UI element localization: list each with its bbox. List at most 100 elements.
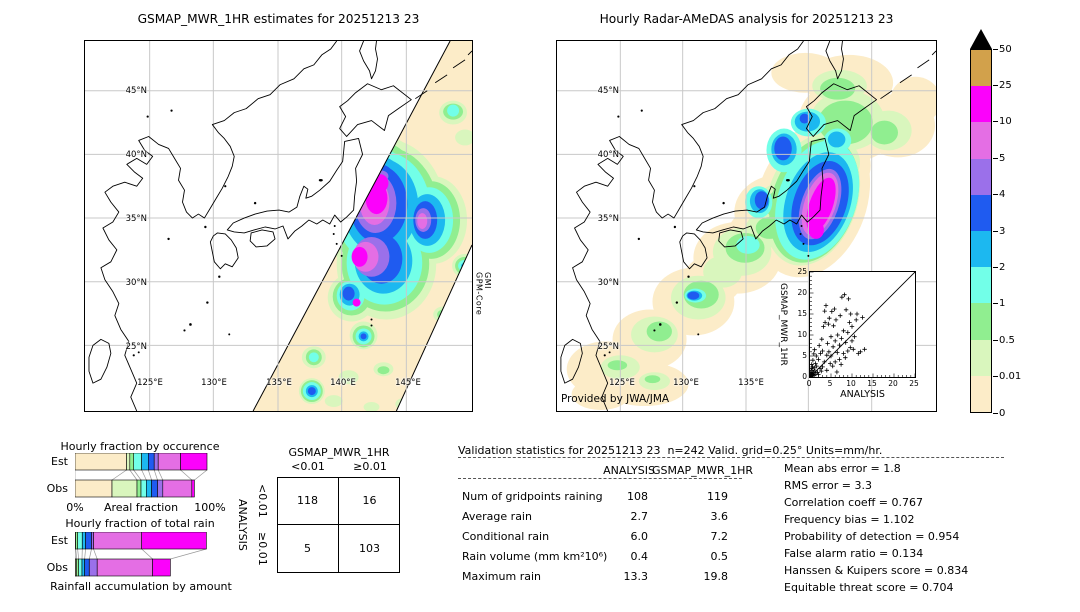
inset-x-tick: 15 — [867, 379, 877, 388]
bar-segment — [77, 532, 83, 550]
colorbar-tick — [993, 157, 998, 159]
validation-gsmap-value: 19.8 — [703, 570, 729, 583]
validation-gsmap-value: 7.2 — [710, 530, 729, 543]
bar-connector — [153, 469, 158, 481]
validation-rule-1 — [458, 457, 1004, 458]
inset-x-axis-label: ANALYSIS — [840, 389, 885, 400]
colorbar — [970, 49, 992, 413]
colorbar-tick-label: 2 — [999, 261, 1006, 273]
totalrain-footer: Rainfall accumulation by amount — [50, 580, 232, 593]
latitude-label: 45°N — [597, 86, 619, 96]
bar-segment — [91, 532, 94, 550]
gsmap-map-svg — [85, 41, 472, 411]
bar-segment — [148, 453, 155, 471]
scalar-stat-line: Probability of detection = 0.954 — [784, 530, 960, 543]
bar-connector — [141, 548, 153, 560]
occurrence-obs-label: Obs — [46, 482, 68, 495]
bar-segment — [157, 479, 164, 498]
latitude-label: 35°N — [597, 214, 619, 224]
bar-connector — [194, 469, 208, 481]
latitude-label: 45°N — [125, 86, 147, 96]
colorbar-tick-label: 10 — [999, 116, 1012, 128]
inset-y-tick: 20 — [797, 288, 807, 297]
colorbar-segment — [971, 267, 991, 304]
colorbar-tick — [993, 376, 998, 378]
validation-row-label: Rain volume (mm km²10⁶) — [462, 550, 608, 563]
contingency-cell-10: 5 — [304, 542, 311, 555]
contingency-col-lt: <0.01 — [291, 460, 325, 473]
validation-row-label: Maximum rain — [462, 570, 541, 583]
colorbar-segment — [971, 50, 991, 87]
latitude-label: 25°N — [597, 342, 619, 352]
colorbar-segment — [971, 375, 991, 413]
validation-gsmap-value: 3.6 — [710, 510, 729, 523]
colorbar-overflow-triangle — [970, 29, 992, 49]
one-to-one-line — [810, 272, 915, 377]
bar-segment — [153, 453, 159, 471]
bar-connector — [77, 548, 80, 560]
bar-connector — [147, 469, 152, 481]
bar-segment — [85, 532, 92, 550]
bar-segment — [152, 558, 171, 577]
bar-segment — [75, 453, 127, 471]
contingency-row-ge: ≥0.01 — [256, 532, 269, 566]
colorbar-tick — [993, 339, 998, 341]
validation-rule-2 — [458, 478, 742, 479]
contingency-row-axis: ANALYSIS — [236, 499, 249, 551]
validation-analysis-value: 6.0 — [630, 530, 649, 543]
scalar-stat-line: False alarm ratio = 0.134 — [784, 547, 924, 560]
longitude-label: 145°E — [395, 378, 421, 388]
longitude-label: 135°E — [738, 378, 764, 388]
bar-segment — [81, 558, 85, 577]
bar-segment — [89, 558, 98, 577]
scatter-points — [810, 292, 867, 377]
bar-connector — [88, 548, 92, 560]
latitude-label: 40°N — [597, 150, 619, 160]
colorbar-segment — [971, 86, 991, 123]
bar-segment — [180, 453, 208, 471]
occurrence-x0: 0% — [66, 501, 84, 514]
validation-row-label: Average rain — [462, 510, 532, 523]
bar-segment — [136, 479, 142, 498]
scatter-inset-box — [809, 271, 916, 378]
longitude-label: 125°E — [137, 378, 163, 388]
validation-title: Validation statistics for 20251213 23 n=… — [458, 444, 883, 457]
bar-segment — [157, 453, 181, 471]
occurrence-est-label: Est — [51, 455, 68, 468]
validation-analysis-value: 13.3 — [623, 570, 649, 583]
validation-gsmap-value: 119 — [707, 490, 728, 503]
swath-boundary-lines — [252, 41, 472, 411]
colorbar-tick — [993, 194, 998, 196]
colorbar-tick — [993, 303, 998, 305]
colorbar-tick — [993, 266, 998, 268]
inset-y-tick: 0 — [802, 372, 807, 381]
inset-y-axis-label: GSMAP_MWR_1HR — [778, 283, 788, 366]
colorbar-tick-label: 4 — [999, 189, 1006, 201]
latitude-label: 30°N — [597, 278, 619, 288]
bar-segment — [162, 479, 193, 498]
totalrain-obs-label: Obs — [46, 561, 68, 574]
colorbar-segment — [971, 339, 991, 376]
bar-segment — [141, 532, 207, 550]
bar-connector — [129, 469, 138, 481]
colorbar-tick-label: 1 — [999, 298, 1006, 310]
swath-sensor-label: GPM-Core GMI — [474, 272, 493, 316]
bar-segment — [76, 558, 80, 577]
colorbar-tick-label: 5 — [999, 152, 1006, 164]
validation-col-gsmap: GSMAP_MWR_1HR — [652, 464, 754, 477]
bar-connector — [111, 469, 127, 481]
colorbar-tick-label: 50 — [999, 43, 1012, 55]
contingency-cell-11: 103 — [359, 542, 380, 555]
bar-connector — [180, 469, 193, 481]
contingency-col-ge: ≥0.01 — [353, 460, 387, 473]
bar-segment — [82, 532, 86, 550]
bar-connector — [170, 548, 207, 560]
bar-segment — [96, 558, 153, 577]
gsmap-estimate-map: 45°N 40°N 35°N 30°N 25°N 125°E 130°E 135°E 140°E… — [84, 40, 473, 412]
latitude-label: 25°N — [125, 342, 147, 352]
occurrence-chart-title: Hourly fraction by occurence — [60, 440, 220, 453]
scalar-stat-line: Mean abs error = 1.8 — [784, 462, 901, 475]
colorbar-segment — [971, 194, 991, 232]
totalrain-bars — [75, 532, 207, 577]
colorbar-tick — [993, 84, 998, 86]
